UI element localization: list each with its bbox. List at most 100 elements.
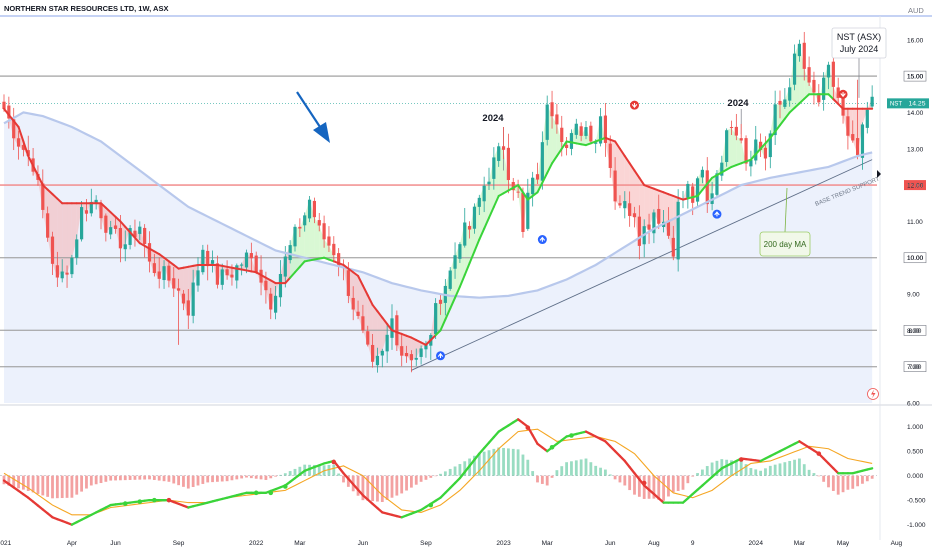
candle-body xyxy=(55,265,59,278)
candle-body xyxy=(60,271,64,279)
osc-fast-segment xyxy=(492,430,500,439)
ma-fast-segment xyxy=(531,191,539,197)
candle-body xyxy=(472,206,477,229)
osc-histogram-bar xyxy=(191,475,195,487)
candle-body xyxy=(298,226,302,229)
osc-histogram-bar xyxy=(26,475,30,491)
price-tick-label: 13.00 xyxy=(907,146,924,153)
osc-cross-dot xyxy=(569,433,574,438)
osc-histogram-bar xyxy=(594,465,598,476)
title-annotation-line1: NST (ASX) xyxy=(837,32,881,42)
osc-histogram-bar xyxy=(531,471,535,476)
time-tick-label: Mar xyxy=(294,540,306,547)
ma-fast-segment xyxy=(536,181,544,194)
osc-histogram-bar xyxy=(249,475,253,479)
ma-fast-segment xyxy=(371,303,379,313)
moving-averages xyxy=(3,93,874,346)
candle-body xyxy=(797,43,801,57)
currency-label: AUD xyxy=(908,6,924,15)
oscillator-panel xyxy=(0,418,877,526)
candle-body xyxy=(628,203,632,216)
osc-histogram-bar xyxy=(574,460,578,476)
osc-histogram-bar xyxy=(662,475,665,501)
osc-histogram-bar xyxy=(739,460,743,476)
ma-fill-segment xyxy=(71,203,77,258)
osc-histogram-bar xyxy=(7,475,11,486)
ma-fast-segment xyxy=(104,206,112,214)
alert-lightning-icon[interactable] xyxy=(867,388,879,400)
osc-histogram-bar xyxy=(725,459,729,476)
osc-cross-dot xyxy=(137,499,143,504)
ma-fill-segment xyxy=(377,311,383,356)
osc-histogram-bar xyxy=(133,475,137,480)
candle-body xyxy=(322,223,326,240)
year-label-1: 2024 xyxy=(479,109,507,124)
candle-body xyxy=(104,215,108,233)
candle-body xyxy=(860,124,865,158)
osc-fast-segment xyxy=(623,459,631,469)
ma-fast-segment xyxy=(284,276,292,285)
ma-fast-segment xyxy=(769,130,777,139)
candle-body xyxy=(725,130,729,162)
candle-body xyxy=(817,93,821,103)
candle-body xyxy=(802,42,806,69)
candle-body xyxy=(181,293,186,304)
ma-fast-segment xyxy=(167,260,175,266)
osc-signal-line xyxy=(3,428,873,516)
osc-tick-label: -1.000 xyxy=(907,522,926,529)
ma-fast-segment xyxy=(114,215,122,223)
level-tag-3 xyxy=(903,325,927,336)
ma-slow-line xyxy=(3,111,873,299)
osc-cross-dot xyxy=(549,444,555,450)
osc-histogram-bar xyxy=(458,464,462,476)
candle-body xyxy=(686,183,690,198)
ma-fill-segment xyxy=(736,135,742,166)
axis-scroll-marker[interactable] xyxy=(877,170,881,178)
osc-histogram-bar xyxy=(12,475,16,487)
title-annotation-line2: July 2024 xyxy=(840,44,879,54)
osc-histogram-bar xyxy=(676,475,680,491)
ma-fast-segment xyxy=(366,294,374,306)
candle-body xyxy=(729,127,734,129)
ma-fast-segment xyxy=(163,256,170,263)
ma-fast-segment xyxy=(779,117,786,127)
candle-body xyxy=(540,142,544,181)
title-annotation-box xyxy=(831,27,887,59)
ma-fast-segment xyxy=(468,250,476,265)
last-price-tag-symbol: NST xyxy=(890,101,903,108)
candle-body xyxy=(356,311,360,316)
osc-histogram-bar xyxy=(22,475,25,490)
candle-body xyxy=(477,197,481,207)
price-tick-label: 16.00 xyxy=(907,37,924,44)
candle-body xyxy=(337,253,341,267)
osc-cross-dot xyxy=(428,502,434,508)
candle-body xyxy=(94,199,98,203)
candle-body xyxy=(16,138,21,147)
candle-body xyxy=(414,357,418,360)
osc-histogram-bar xyxy=(128,475,132,480)
candle-body xyxy=(739,138,743,141)
osc-histogram-bar xyxy=(851,475,855,489)
grid-layer xyxy=(0,15,932,540)
ma-fast-segment xyxy=(129,231,136,239)
candle-body xyxy=(788,87,792,101)
osc-histogram-bar xyxy=(424,475,428,480)
level-tag-1 xyxy=(904,180,926,191)
ma-fast-segment xyxy=(517,184,524,194)
ma-fill-segment xyxy=(867,96,873,110)
ma-fast-segment xyxy=(832,98,840,105)
osc-histogram-bar xyxy=(177,475,180,486)
candle-body xyxy=(215,263,219,285)
candle-body xyxy=(531,177,535,195)
time-tick-label: Sep xyxy=(420,540,432,547)
osc-tick-label: -0.500 xyxy=(907,498,926,505)
candle-body xyxy=(598,116,603,144)
osc-histogram-bar xyxy=(80,475,83,492)
osc-histogram-bar xyxy=(589,462,593,476)
ma-fill-segment xyxy=(319,225,325,259)
ma-fast-segment xyxy=(22,140,30,158)
osc-histogram-bar xyxy=(206,475,210,483)
ma-fast-segment xyxy=(109,211,117,218)
ma-fast-segment xyxy=(551,155,558,165)
